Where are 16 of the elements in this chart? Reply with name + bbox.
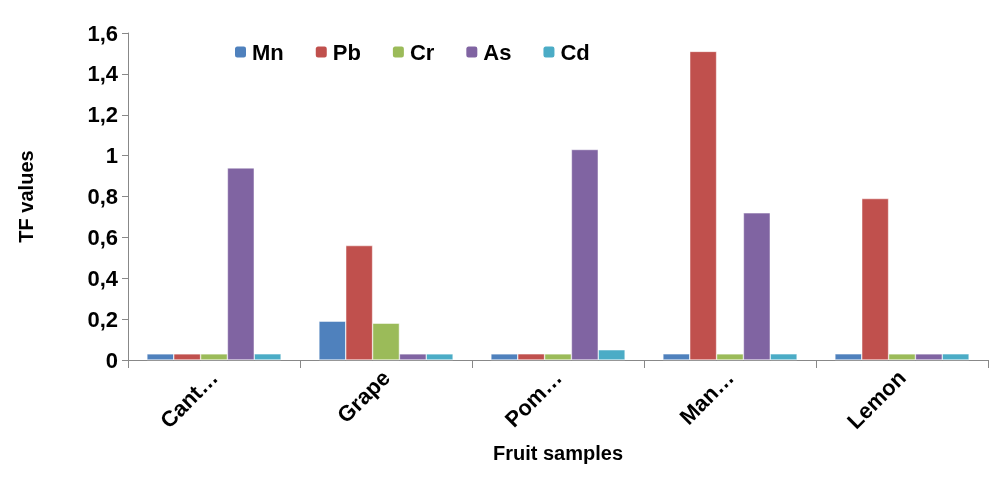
legend-label: Pb <box>332 39 361 65</box>
y-tick-label: 0 <box>105 347 118 373</box>
y-tick-label: 0,4 <box>87 265 119 291</box>
y-tick-label: 1,2 <box>87 102 118 128</box>
y-tick-label: 0,8 <box>87 184 118 209</box>
y-tick-label: 1,4 <box>87 61 119 87</box>
legend-label: Mn <box>252 39 284 65</box>
y-axis-title: TF values <box>15 150 37 243</box>
y-tick-label: 0,6 <box>87 224 118 250</box>
y-tick-label: 1,6 <box>87 20 118 46</box>
x-axis-title: Fruit samples <box>492 442 624 464</box>
legend-label: As <box>483 39 512 65</box>
legend-label: Cr <box>409 39 435 65</box>
y-tick-label: 1 <box>105 143 118 169</box>
y-tick-label: 0,2 <box>87 306 118 332</box>
legend-label: Cd <box>560 39 590 65</box>
